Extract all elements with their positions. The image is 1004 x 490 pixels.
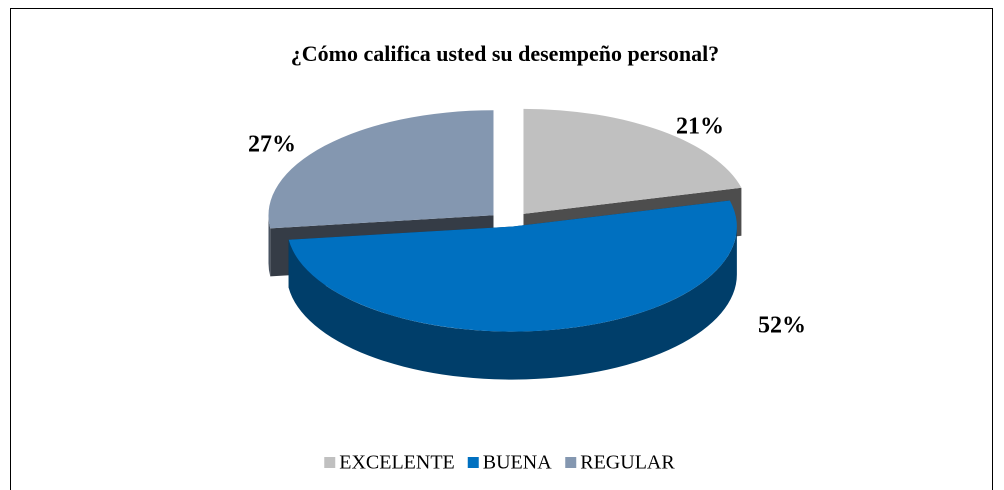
slice: [268, 110, 494, 229]
legend: EXCELENTE BUENA REGULAR: [324, 452, 675, 474]
legend-label: EXCELENTE: [339, 452, 455, 474]
slice-side: [288, 226, 737, 380]
slice: [523, 108, 742, 214]
legend-label: BUENA: [483, 452, 552, 474]
legend-swatch: [467, 457, 479, 468]
slice: [288, 200, 737, 332]
slice-side: [268, 215, 271, 277]
data-label: 52%: [758, 313, 806, 339]
chart-title: ¿Cómo califica usted su desempeño person…: [291, 41, 719, 66]
legend-swatch: [565, 457, 577, 468]
legend-swatch: [324, 457, 336, 468]
legend-label: REGULAR: [580, 452, 675, 474]
data-label: 27%: [248, 132, 296, 158]
data-label: 21%: [676, 114, 724, 140]
